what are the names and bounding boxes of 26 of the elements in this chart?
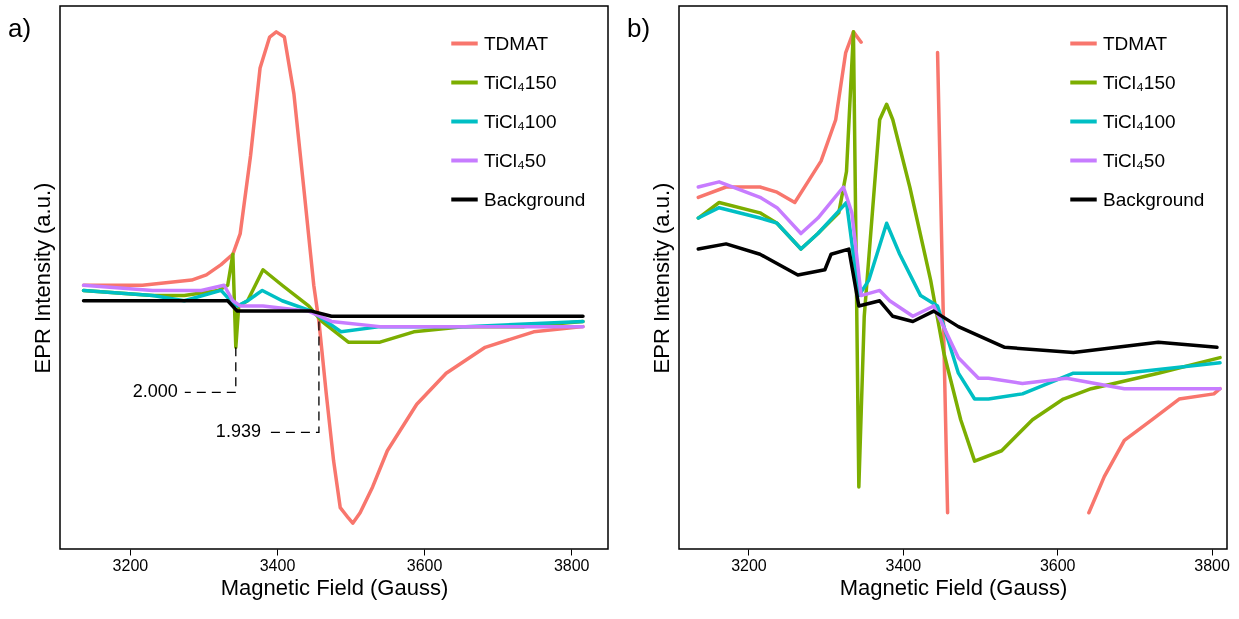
legend-label: Background bbox=[484, 188, 586, 210]
annotation: 1.939 bbox=[215, 421, 261, 442]
legend-label: TDMAT bbox=[484, 32, 549, 54]
chart-title: a) bbox=[8, 13, 32, 43]
y-axis-title: EPR Intensity (a.u.) bbox=[648, 182, 674, 374]
x-tick-label: 3200 bbox=[112, 556, 149, 574]
legend-label: TiCl₄100 bbox=[484, 110, 557, 132]
legend-label: TiCl₄50 bbox=[1103, 149, 1165, 171]
legend-label: Background bbox=[1103, 188, 1205, 210]
legend-label: TiCl₄150 bbox=[484, 71, 557, 93]
x-axis-title: Magnetic Field (Gauss) bbox=[220, 574, 449, 600]
legend-label: TiCl₄150 bbox=[1103, 71, 1176, 93]
legend-label: TiCl₄100 bbox=[1103, 110, 1176, 132]
x-tick-label: 3800 bbox=[1194, 556, 1230, 574]
x-tick-label: 3600 bbox=[406, 556, 443, 574]
x-tick-label: 3400 bbox=[259, 556, 296, 574]
x-axis-title: Magnetic Field (Gauss) bbox=[839, 574, 1068, 600]
x-tick-label: 3200 bbox=[731, 556, 767, 574]
y-axis-title: EPR Intensity (a.u.) bbox=[29, 182, 55, 374]
x-tick-label: 3800 bbox=[553, 556, 590, 574]
x-tick-label: 3600 bbox=[1039, 556, 1076, 574]
x-tick-label: 3400 bbox=[885, 556, 922, 574]
annotation: 2.000 bbox=[132, 381, 178, 402]
legend-label: TiCl₄50 bbox=[484, 149, 546, 171]
legend-label: TDMAT bbox=[1103, 32, 1168, 54]
chart-title: b) bbox=[627, 13, 651, 43]
